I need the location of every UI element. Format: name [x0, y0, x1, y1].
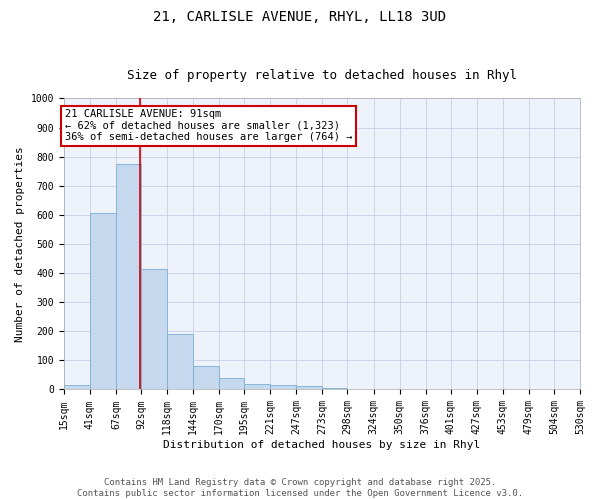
- Bar: [322, 388, 347, 390]
- Bar: [244, 384, 270, 390]
- Bar: [141, 268, 167, 390]
- Bar: [90, 212, 116, 390]
- Text: Contains HM Land Registry data © Crown copyright and database right 2025.
Contai: Contains HM Land Registry data © Crown c…: [77, 478, 523, 498]
- Text: 21, CARLISLE AVENUE, RHYL, LL18 3UD: 21, CARLISLE AVENUE, RHYL, LL18 3UD: [154, 10, 446, 24]
- Bar: [270, 385, 296, 390]
- Bar: [64, 385, 90, 390]
- Bar: [219, 378, 244, 390]
- Title: Size of property relative to detached houses in Rhyl: Size of property relative to detached ho…: [127, 69, 517, 82]
- Bar: [193, 366, 219, 390]
- Bar: [167, 334, 193, 390]
- X-axis label: Distribution of detached houses by size in Rhyl: Distribution of detached houses by size …: [163, 440, 481, 450]
- Y-axis label: Number of detached properties: Number of detached properties: [15, 146, 25, 342]
- Bar: [296, 386, 322, 390]
- Text: 21 CARLISLE AVENUE: 91sqm
← 62% of detached houses are smaller (1,323)
36% of se: 21 CARLISLE AVENUE: 91sqm ← 62% of detac…: [65, 109, 352, 142]
- Bar: [116, 164, 141, 390]
